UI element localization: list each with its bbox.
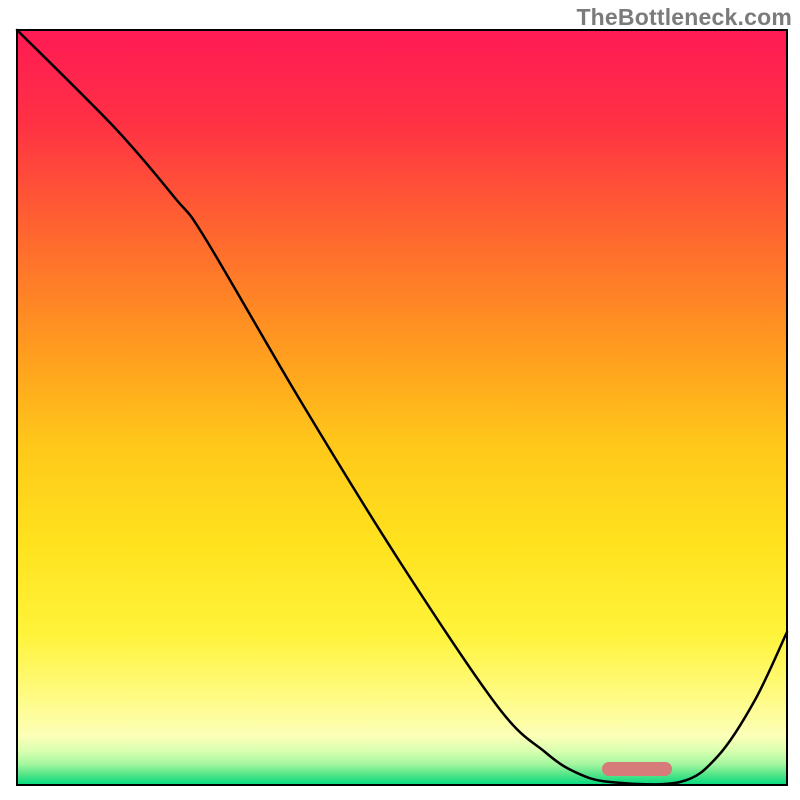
bottleneck-chart: TheBottleneck.com (0, 0, 800, 800)
plot-background (17, 30, 787, 785)
watermark-label: TheBottleneck.com (576, 4, 792, 31)
optimal-zone-marker (602, 762, 672, 776)
chart-svg (0, 0, 800, 800)
